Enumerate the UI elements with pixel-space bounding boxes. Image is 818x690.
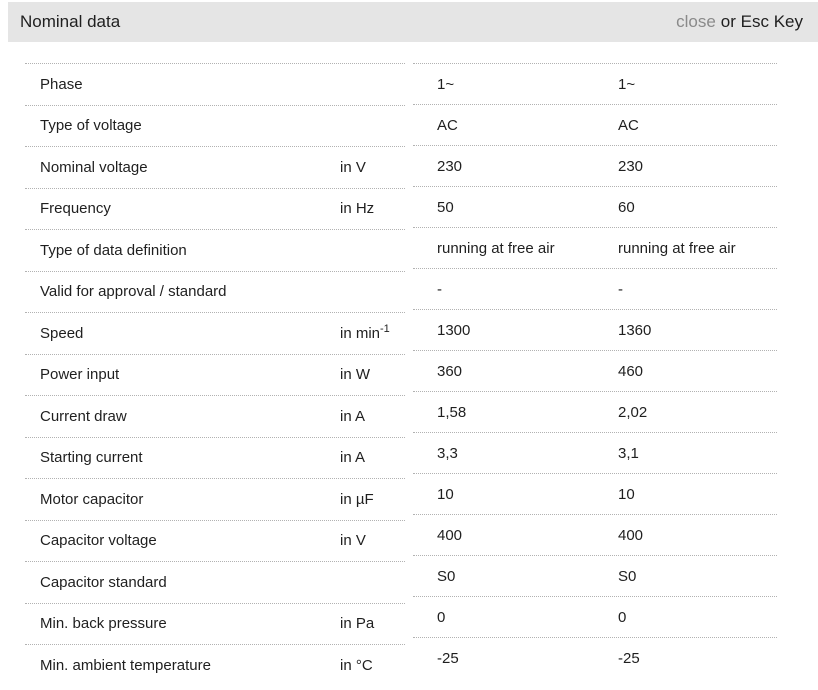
close-link[interactable]: close [676, 12, 716, 31]
spec-row: Phase [25, 64, 405, 106]
spec-row: Starting current in A [25, 438, 405, 479]
spec-row: Motor capacitor in µF [25, 479, 405, 521]
spec-value-50hz: running at free air [437, 239, 555, 257]
spec-value-50hz: 360 [437, 362, 463, 380]
spec-unit: in µF [340, 490, 374, 508]
spec-value-60hz: 3,1 [618, 444, 639, 462]
dialog-header: Nominal data close or Esc Key [8, 2, 818, 42]
dialog-title: Nominal data [20, 12, 121, 31]
spec-row: Frequency in Hz [25, 189, 405, 230]
spec-unit: in A [340, 407, 366, 425]
spec-value-60hz: running at free air [618, 239, 736, 257]
spec-values-row: 1300 1360 [413, 310, 777, 351]
spec-row: Type of voltage [25, 106, 405, 147]
spec-value-50hz: 10 [437, 485, 454, 503]
spec-label: Current draw [40, 407, 127, 425]
spec-value-60hz: AC [618, 116, 639, 134]
spec-value-60hz: 0 [618, 608, 627, 626]
spec-label: Capacitor standard [40, 573, 167, 591]
spec-unit: in °C [340, 657, 373, 675]
spec-value-50hz: 50 [437, 198, 454, 216]
esc-key-hint: or Esc Key [720, 12, 803, 31]
spec-label: Min. ambient temperature [40, 657, 211, 675]
spec-unit: in Pa [340, 615, 375, 633]
spec-label: Type of voltage [40, 117, 142, 135]
spec-value-60hz: - [618, 280, 623, 298]
spec-row: Valid for approval / standard [25, 272, 405, 313]
spec-label: Phase [40, 75, 83, 93]
spec-label: Starting current [40, 449, 143, 467]
spec-label: Speed [40, 324, 84, 342]
spec-values-row: -- [413, 269, 777, 310]
spec-value-60hz: -25 [618, 650, 640, 667]
spec-value-60hz: 2,02 [618, 403, 648, 421]
spec-unit: in Hz [340, 200, 375, 218]
spec-values-row: 1,58 2,02 [413, 392, 777, 433]
spec-row: Speed in min-1 [25, 313, 405, 355]
spec-value-50hz: 1300 [437, 321, 471, 339]
spec-value-60hz: 60 [618, 198, 635, 216]
spec-values-row: 10 10 [413, 474, 777, 515]
spec-value-50hz: - [437, 280, 442, 298]
spec-label: Motor capacitor [40, 490, 144, 508]
spec-row: Power input in W [25, 355, 405, 396]
spec-row: Min. ambient temperature in °C [25, 645, 405, 687]
spec-unit-superscript: -1 [380, 322, 390, 335]
spec-label: Valid for approval / standard [40, 283, 227, 301]
spec-values-row: -25 -25 [413, 638, 777, 679]
spec-unit: in V [340, 532, 366, 550]
spec-row: Nominal voltage in V [25, 147, 405, 189]
spec-unit: in min-1 [340, 322, 390, 342]
labels-column: Phase Type of voltage Nominal voltage in V F… [25, 63, 405, 687]
spec-row: Type of data definition [25, 230, 405, 272]
spec-label: Capacitor voltage [40, 532, 157, 550]
spec-row: Capacitor voltage in V [25, 521, 405, 562]
spec-value-50hz: 230 [437, 157, 463, 175]
spec-values-row: 3,3 3,1 [413, 433, 777, 474]
spec-value-50hz: 400 [437, 526, 463, 544]
spec-values-row: S0 S0 [413, 556, 777, 597]
spec-values-row: running at free air running at free air [413, 228, 777, 269]
spec-value-50hz: 3,3 [437, 444, 458, 462]
spec-value-50hz: -25 [437, 650, 459, 667]
spec-value-50hz: 0 [437, 608, 446, 626]
spec-value-60hz: 400 [618, 526, 644, 544]
spec-unit: in W [340, 366, 370, 384]
spec-label: Power input [40, 366, 120, 384]
spec-values-row: AC AC [413, 105, 777, 146]
spec-values-row: 400 400 [413, 515, 777, 556]
spec-unit: in V [340, 158, 366, 176]
spec-value-60hz: 10 [618, 485, 635, 503]
spec-row: Min. back pressure in Pa [25, 604, 405, 645]
spec-row: Current draw in A [25, 396, 405, 438]
spec-unit: in A [340, 449, 366, 467]
spec-label: Nominal voltage [40, 158, 148, 176]
spec-values-row: 360 460 [413, 351, 777, 392]
spec-values-row: 1~ 1~ [413, 64, 777, 105]
spec-value-50hz: 1~ [437, 75, 455, 93]
spec-value-60hz: S0 [618, 567, 637, 585]
spec-value-50hz: 1,58 [437, 403, 467, 421]
dialog-close-area: close or Esc Key [676, 12, 803, 32]
spec-label: Min. back pressure [40, 615, 167, 633]
values-columns: 1~ 1~ AC AC 230 230 50 60 running at free air run… [413, 63, 777, 679]
spec-value-60hz: 460 [618, 362, 644, 380]
spec-values-row: 230 230 [413, 146, 777, 187]
spec-value-60hz: 1360 [618, 321, 652, 339]
spec-label: Type of data definition [40, 241, 187, 259]
spec-value-50hz: AC [437, 116, 458, 134]
spec-value-60hz: 1~ [618, 75, 636, 93]
spec-label: Frequency [40, 200, 111, 218]
spec-row: Capacitor standard [25, 562, 405, 604]
spec-values-row: 50 60 [413, 187, 777, 228]
spec-value-50hz: S0 [437, 567, 456, 585]
spec-value-60hz: 230 [618, 157, 644, 175]
